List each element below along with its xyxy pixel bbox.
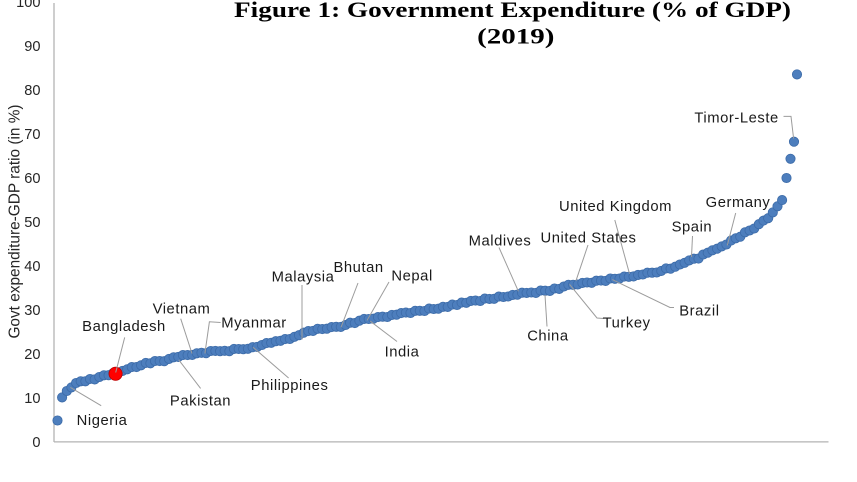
svg-text:Philippines: Philippines xyxy=(251,378,329,394)
svg-text:80: 80 xyxy=(24,83,40,99)
svg-text:10: 10 xyxy=(24,391,40,407)
svg-text:China: China xyxy=(527,328,569,344)
svg-text:Turkey: Turkey xyxy=(603,315,651,331)
svg-text:Bhutan: Bhutan xyxy=(333,260,383,276)
svg-text:Malaysia: Malaysia xyxy=(272,270,335,286)
svg-text:Bangladesh: Bangladesh xyxy=(82,319,166,335)
svg-text:50: 50 xyxy=(24,215,40,231)
svg-text:100: 100 xyxy=(16,0,40,11)
svg-text:Brazil: Brazil xyxy=(679,303,719,319)
svg-text:Spain: Spain xyxy=(672,219,713,235)
svg-text:20: 20 xyxy=(24,347,40,363)
svg-text:India: India xyxy=(385,344,420,360)
svg-text:70: 70 xyxy=(24,127,40,143)
svg-text:(2019): (2019) xyxy=(477,24,554,49)
svg-text:Govt expenditure-GDP ratio (in: Govt expenditure-GDP ratio (in %) xyxy=(6,104,23,338)
svg-text:Germany: Germany xyxy=(706,195,771,211)
svg-text:90: 90 xyxy=(24,39,40,55)
svg-text:Figure 1: Government Expenditu: Figure 1: Government Expenditure (% of G… xyxy=(234,0,791,22)
svg-text:30: 30 xyxy=(24,303,40,319)
svg-text:0: 0 xyxy=(32,435,40,451)
svg-text:United Kingdom: United Kingdom xyxy=(559,199,672,215)
svg-text:40: 40 xyxy=(24,259,40,275)
svg-text:Myanmar: Myanmar xyxy=(221,315,287,331)
svg-text:Nepal: Nepal xyxy=(391,268,432,284)
svg-text:Timor-Leste: Timor-Leste xyxy=(694,111,778,127)
svg-text:Maldives: Maldives xyxy=(469,234,532,250)
svg-text:United States: United States xyxy=(541,231,637,247)
svg-text:Vietnam: Vietnam xyxy=(153,301,211,317)
svg-text:Pakistan: Pakistan xyxy=(170,393,231,409)
svg-text:60: 60 xyxy=(24,171,40,187)
svg-text:Nigeria: Nigeria xyxy=(77,413,128,429)
